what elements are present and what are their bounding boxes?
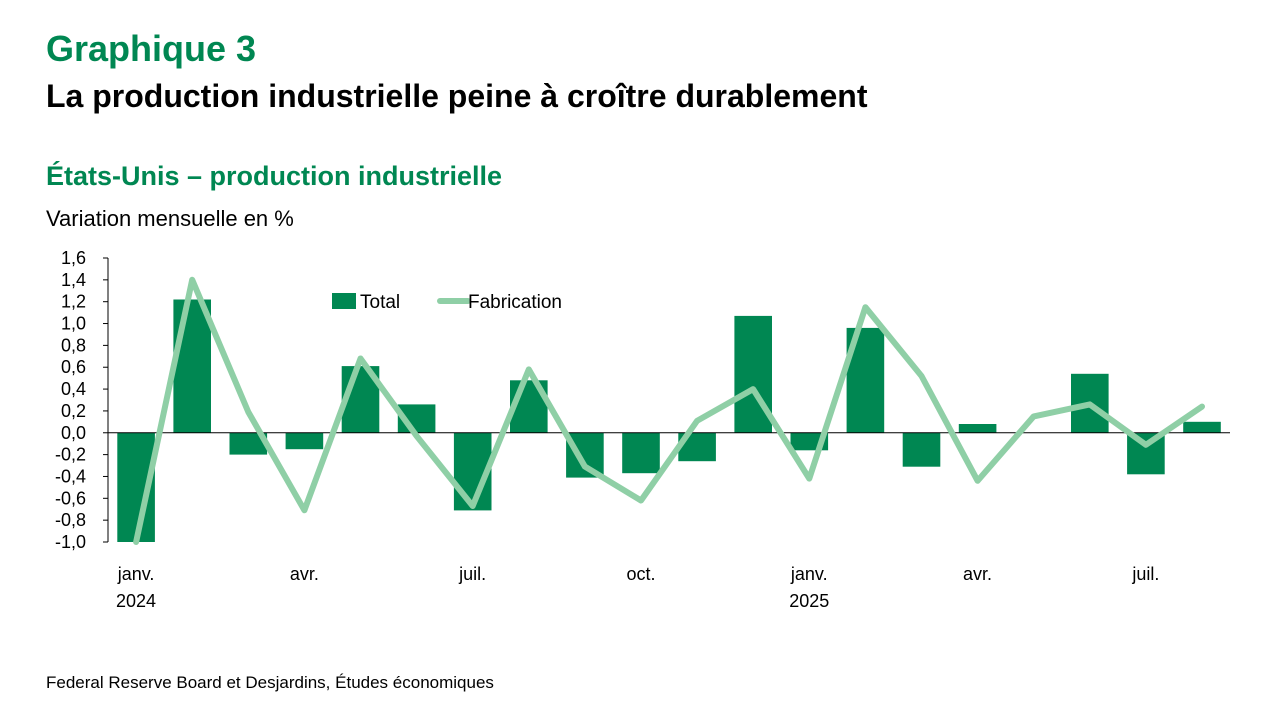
- unit-label: Variation mensuelle en %: [46, 206, 294, 231]
- x-tick-label: janv.: [790, 564, 828, 584]
- y-tick-label: -0,6: [55, 488, 86, 508]
- y-tick-label: 1,6: [61, 248, 86, 268]
- legend-fabrication-label: Fabrication: [468, 292, 562, 313]
- bars-layer: [117, 299, 1221, 542]
- y-tick-label: -0,8: [55, 510, 86, 530]
- line-fabrication: [133, 276, 1205, 545]
- x-tick-year-label: 2025: [789, 591, 829, 611]
- y-tick-label: 0,6: [61, 357, 86, 377]
- x-tick-label: juil.: [458, 564, 486, 584]
- y-tick-label: 0,4: [61, 379, 86, 399]
- bar-total: [622, 432, 660, 474]
- chart-subtitle: États-Unis – production industrielle: [46, 161, 503, 191]
- x-tick-label: janv.: [117, 564, 155, 584]
- legend: Total Fabrication: [332, 292, 562, 313]
- y-tick-label: -0,4: [55, 466, 86, 486]
- x-tick-label: oct.: [626, 564, 655, 584]
- graph-label: Graphique 3: [46, 28, 257, 69]
- y-tick-label: 1,4: [61, 270, 86, 290]
- bar-total: [902, 432, 941, 467]
- y-tick-label: 1,0: [61, 314, 86, 334]
- legend-total-label: Total: [360, 292, 400, 313]
- axes-layer: -1,0-0,8-0,6-0,4-0,20,00,20,40,60,81,01,…: [55, 248, 1230, 611]
- y-tick-label: -0,2: [55, 445, 86, 465]
- bar-total: [173, 299, 211, 433]
- x-tick-label: avr.: [290, 564, 319, 584]
- y-tick-label: -1,0: [55, 532, 86, 552]
- x-tick-year-label: 2024: [116, 591, 156, 611]
- x-tick-label: juil.: [1131, 564, 1159, 584]
- bar-total: [285, 432, 324, 450]
- x-tick-label: avr.: [963, 564, 992, 584]
- y-tick-label: 0,8: [61, 335, 86, 355]
- source-note: Federal Reserve Board et Desjardins, Étu…: [46, 673, 494, 692]
- y-tick-label: 0,0: [61, 423, 86, 443]
- bar-total: [229, 432, 268, 455]
- legend-total-swatch: [332, 293, 356, 309]
- bar-total: [1183, 421, 1221, 433]
- graph-title: La production industrielle peine à croît…: [46, 78, 868, 114]
- y-tick-label: 1,2: [61, 292, 86, 312]
- chart: -1,0-0,8-0,6-0,4-0,20,00,20,40,60,81,01,…: [55, 248, 1230, 611]
- bar-total: [958, 424, 997, 433]
- line-layer: [133, 276, 1205, 545]
- y-tick-label: 0,2: [61, 401, 86, 421]
